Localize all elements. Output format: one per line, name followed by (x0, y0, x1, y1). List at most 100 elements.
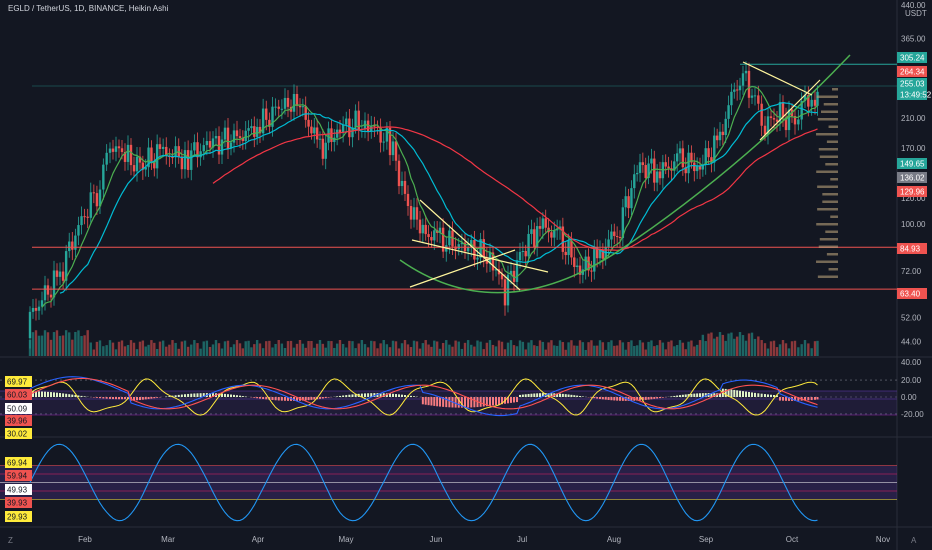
volume-bar (570, 340, 573, 356)
cup-curve (399, 54, 851, 294)
price-label-bg (897, 186, 927, 197)
macd-hist-bar (519, 394, 521, 397)
signal-line (29, 377, 818, 410)
volume-profile-bar (816, 260, 838, 263)
candle-body (394, 141, 398, 161)
candle-body (333, 137, 336, 142)
candle-body (521, 250, 525, 252)
candle-body (105, 152, 108, 165)
macd-hist-bar (547, 393, 550, 397)
volume-bar (653, 346, 656, 356)
volume-bar (338, 340, 342, 356)
volume-bar (80, 336, 83, 356)
candle-body (494, 269, 498, 271)
candle-body (74, 235, 77, 250)
macd-hist-bar (681, 394, 684, 397)
macd-hist-bar (233, 394, 235, 397)
macd-hist-bar (770, 394, 772, 397)
candle-body (760, 103, 763, 126)
volume-bar (77, 330, 80, 356)
rsi-label: 39.96 (7, 417, 28, 426)
candle-body (766, 116, 770, 135)
volume-bar (701, 334, 705, 356)
volume-bar (274, 344, 277, 356)
candle-body (797, 119, 800, 125)
candle-body (473, 240, 476, 260)
macd-hist-bar (187, 393, 190, 397)
volume-bar (747, 333, 751, 356)
volume-profile-bar (825, 163, 838, 166)
macd-hist-bar (550, 393, 553, 397)
macd-hist-bar (521, 394, 524, 397)
candle-body (664, 162, 667, 167)
volume-bar (238, 343, 242, 356)
candle-body (193, 142, 196, 151)
price-label: 305.24 (900, 54, 925, 63)
candle-body (144, 167, 147, 170)
time-tick-label: Sep (699, 535, 714, 544)
volume-bar (538, 340, 542, 356)
macd-hist-bar (751, 392, 753, 397)
macd-hist-bar (621, 397, 624, 401)
volume-bar (766, 348, 770, 356)
candle-body (114, 146, 118, 152)
volume-bar (366, 347, 370, 356)
candle-body (644, 165, 647, 178)
candle-body (454, 246, 457, 250)
stoch-label: 49.93 (7, 486, 28, 495)
candle-body (769, 116, 773, 119)
volume-bar (647, 341, 650, 356)
volume-bar (541, 341, 545, 356)
volume-bar (31, 332, 35, 356)
volume-bar (92, 349, 96, 356)
macd-hist-bar (581, 396, 584, 397)
macd-hist-bar (38, 391, 40, 397)
macd-hist-bar (95, 397, 98, 398)
volume-profile-bar (825, 230, 838, 233)
volume-bar (335, 343, 339, 356)
macd-hist-bar (810, 397, 813, 401)
macd-hist-bar (180, 394, 183, 397)
candle-body (741, 73, 745, 86)
macd-hist-bar (105, 397, 108, 399)
macd-hist-bar (489, 397, 491, 406)
candle-body (512, 270, 516, 282)
candle-body (174, 146, 177, 158)
price-label: 149.65 (900, 160, 925, 169)
candle-body (102, 164, 105, 190)
macd-hist-bar (467, 397, 470, 408)
macd-hist-bar (65, 393, 68, 397)
volume-bar (775, 347, 779, 356)
candle-body (695, 165, 699, 172)
macd-hist-bar (74, 395, 77, 397)
macd-hist-bar (599, 397, 601, 399)
macd-hist-bar (647, 397, 650, 400)
volume-bar (155, 348, 159, 356)
candle-body (807, 95, 810, 107)
macd-hist-bar (457, 397, 460, 408)
volume-profile-bar (816, 133, 838, 136)
candle-body (83, 216, 86, 218)
volume-bar (95, 341, 99, 356)
volume-profile-bar (817, 185, 838, 188)
volume-bar (363, 344, 367, 356)
macd-hist-bar (696, 393, 699, 397)
volume-bar (787, 348, 791, 356)
candle-body (258, 126, 262, 134)
volume-profile-bar (828, 268, 838, 271)
rsi-label-bg (5, 428, 32, 439)
volume-bar (687, 341, 690, 356)
volume-bar (470, 344, 473, 356)
volume-bar (744, 340, 748, 356)
price-tick-label: 100.00 (901, 220, 926, 229)
volume-bar (258, 343, 262, 356)
volume-profile-bar (816, 223, 838, 226)
macd-hist-bar (482, 397, 485, 407)
candle-body (280, 108, 284, 110)
volume-bar (760, 340, 763, 356)
volume-bar (707, 333, 710, 356)
trendline (409, 249, 516, 288)
macd-hist-bar (236, 395, 238, 397)
candle-body (61, 271, 65, 281)
